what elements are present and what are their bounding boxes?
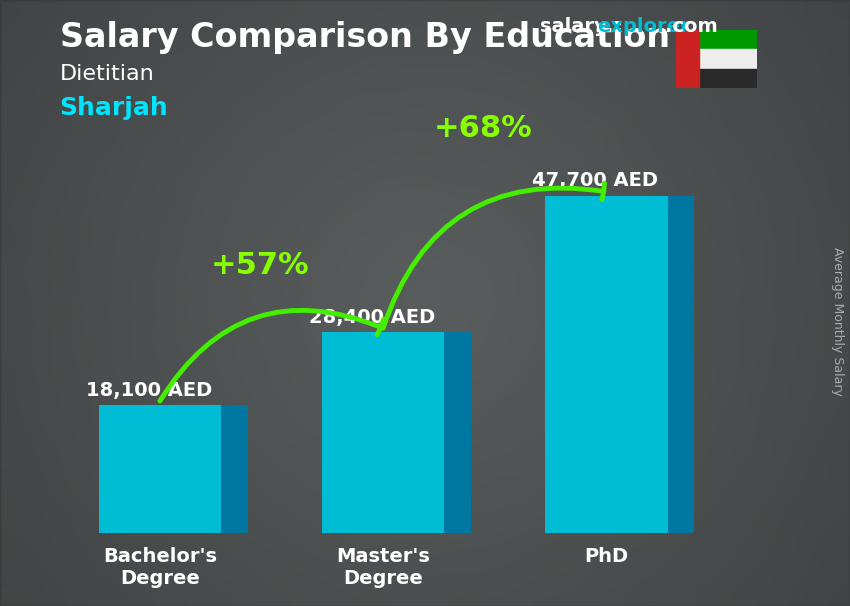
Bar <box>676 30 699 88</box>
Text: explorer: explorer <box>598 17 690 36</box>
Text: 18,100 AED: 18,100 AED <box>86 381 212 400</box>
Bar <box>545 196 667 533</box>
Text: Dietitian: Dietitian <box>60 64 154 84</box>
Text: .com: .com <box>665 17 717 36</box>
Text: Sharjah: Sharjah <box>60 96 168 120</box>
Text: +57%: +57% <box>211 251 309 280</box>
Text: 28,400 AED: 28,400 AED <box>309 308 435 327</box>
Text: 47,700 AED: 47,700 AED <box>532 171 658 190</box>
Text: Salary Comparison By Education: Salary Comparison By Education <box>60 21 670 54</box>
Bar <box>676 50 756 68</box>
Bar <box>99 405 221 533</box>
Polygon shape <box>445 333 471 533</box>
Bar <box>676 30 756 50</box>
Text: salary: salary <box>540 17 607 36</box>
Text: Average Monthly Salary: Average Monthly Salary <box>830 247 844 396</box>
Polygon shape <box>667 196 694 533</box>
Bar <box>676 68 756 88</box>
Polygon shape <box>221 405 248 533</box>
Text: +68%: +68% <box>434 115 533 144</box>
Bar <box>321 333 445 533</box>
